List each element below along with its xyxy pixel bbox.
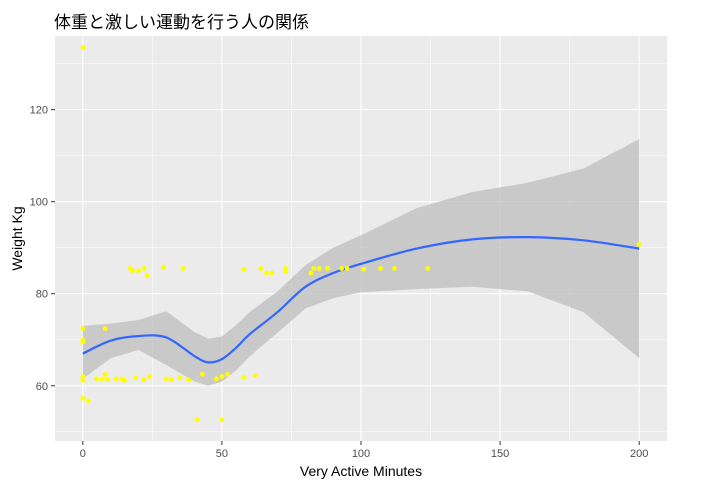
data-point	[102, 326, 108, 332]
data-point	[130, 268, 136, 274]
data-point	[102, 371, 108, 377]
data-point	[264, 270, 269, 276]
data-point	[213, 376, 219, 382]
y-tick-label: 60	[36, 381, 48, 393]
data-point	[105, 377, 111, 383]
data-point	[141, 377, 147, 383]
x-axis-title: Very Active Minutes	[300, 463, 422, 479]
data-point	[316, 266, 322, 271]
y-axis-ticks: 60 80 100 120	[30, 105, 55, 393]
data-point	[344, 266, 350, 271]
x-tick-label: 50	[216, 448, 228, 460]
data-point	[122, 377, 127, 383]
data-point	[136, 268, 141, 274]
y-tick-label: 80	[36, 289, 48, 301]
x-tick-label: 0	[80, 448, 86, 460]
data-point	[80, 395, 86, 401]
data-point	[147, 374, 152, 379]
x-axis-ticks: 0 50 100 150 200	[80, 441, 648, 460]
data-point	[219, 374, 225, 379]
data-point	[241, 266, 247, 272]
y-tick-label: 120	[30, 105, 48, 117]
data-points	[80, 45, 642, 423]
data-point	[391, 266, 397, 271]
data-point	[80, 339, 86, 345]
data-point	[94, 376, 100, 382]
data-point	[425, 266, 431, 271]
data-point	[99, 376, 105, 382]
data-point	[636, 242, 642, 247]
smooth-trend-line	[82, 235, 640, 364]
data-point	[161, 264, 166, 270]
data-point	[177, 375, 183, 380]
chart-title: 体重と激しい運動を行う人の関係	[54, 13, 309, 33]
data-point	[80, 374, 86, 379]
data-point	[219, 417, 225, 423]
x-tick-label: 200	[630, 448, 648, 460]
data-point	[241, 375, 247, 380]
confidence-band	[82, 139, 640, 386]
data-point	[133, 375, 139, 380]
data-point	[144, 272, 150, 278]
data-point	[141, 266, 147, 271]
data-point	[85, 398, 91, 404]
data-point	[225, 371, 230, 377]
data-point	[194, 417, 200, 423]
data-point	[80, 326, 86, 332]
data-point	[163, 376, 169, 382]
data-point	[169, 377, 175, 383]
x-tick-label: 100	[352, 448, 370, 460]
y-axis-title: Weight Kg	[9, 206, 25, 270]
data-point	[269, 270, 275, 276]
data-point	[361, 266, 367, 272]
data-point	[308, 270, 314, 276]
data-point	[283, 269, 289, 275]
data-point	[258, 266, 264, 271]
y-tick-label: 100	[30, 197, 48, 209]
data-point	[80, 45, 86, 50]
data-point	[200, 371, 205, 377]
data-point	[252, 372, 258, 378]
data-point	[113, 376, 119, 382]
data-point	[378, 266, 383, 271]
data-point	[311, 266, 317, 271]
data-point	[186, 377, 191, 383]
data-point	[339, 266, 344, 271]
data-point	[325, 266, 331, 271]
data-point	[80, 377, 86, 383]
data-point	[180, 266, 186, 271]
x-tick-label: 150	[491, 448, 509, 460]
